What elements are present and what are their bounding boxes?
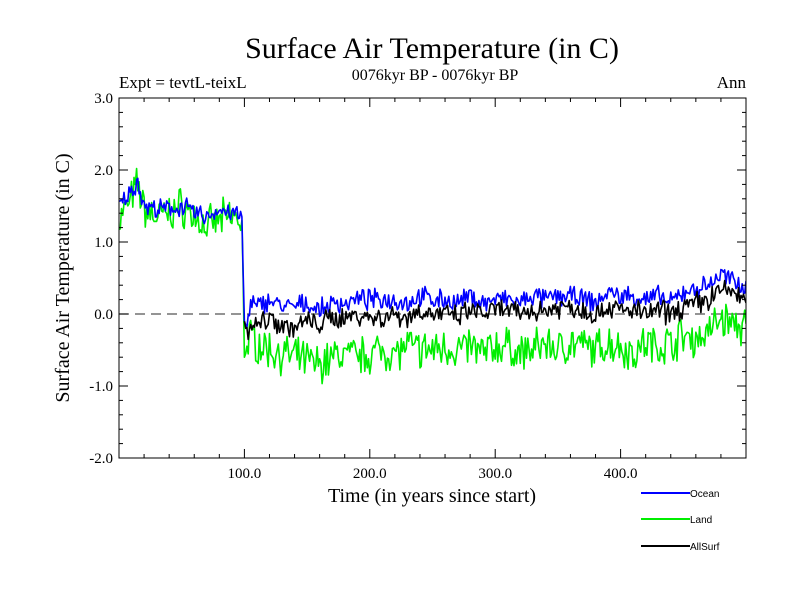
y-tick-label: 3.0 <box>94 91 113 107</box>
x-tick-label: 400.0 <box>604 466 638 482</box>
y-tick-label: -1.0 <box>89 379 113 395</box>
plot-frame <box>118 97 747 459</box>
y-axis-label: Surface Air Temperature (in C) <box>52 153 74 402</box>
series-line-allsurf <box>243 279 746 341</box>
x-tick-label: 300.0 <box>478 466 512 482</box>
chart-title: Surface Air Temperature (in C) <box>245 32 619 65</box>
y-tick-label: -2.0 <box>89 451 113 467</box>
series-line-land <box>119 167 746 385</box>
season-label: Ann <box>717 73 747 92</box>
legend-label-ocean: Ocean <box>690 489 719 500</box>
legend-label-allsurf: AllSurf <box>690 542 720 553</box>
y-tick-label: 1.0 <box>94 235 113 251</box>
y-tick-label: 0.0 <box>94 307 113 323</box>
expt-label: Expt = tevtL-teixL <box>119 73 247 92</box>
y-tick-label: 2.0 <box>94 163 113 179</box>
series-line-ocean <box>119 177 746 329</box>
chart-subtitle: 0076kyr BP - 0076kyr BP <box>352 67 519 84</box>
legend-label-land: Land <box>690 515 712 526</box>
x-axis-label: Time (in years since start) <box>328 485 536 507</box>
x-tick-label: 100.0 <box>228 466 262 482</box>
x-tick-label: 200.0 <box>353 466 387 482</box>
